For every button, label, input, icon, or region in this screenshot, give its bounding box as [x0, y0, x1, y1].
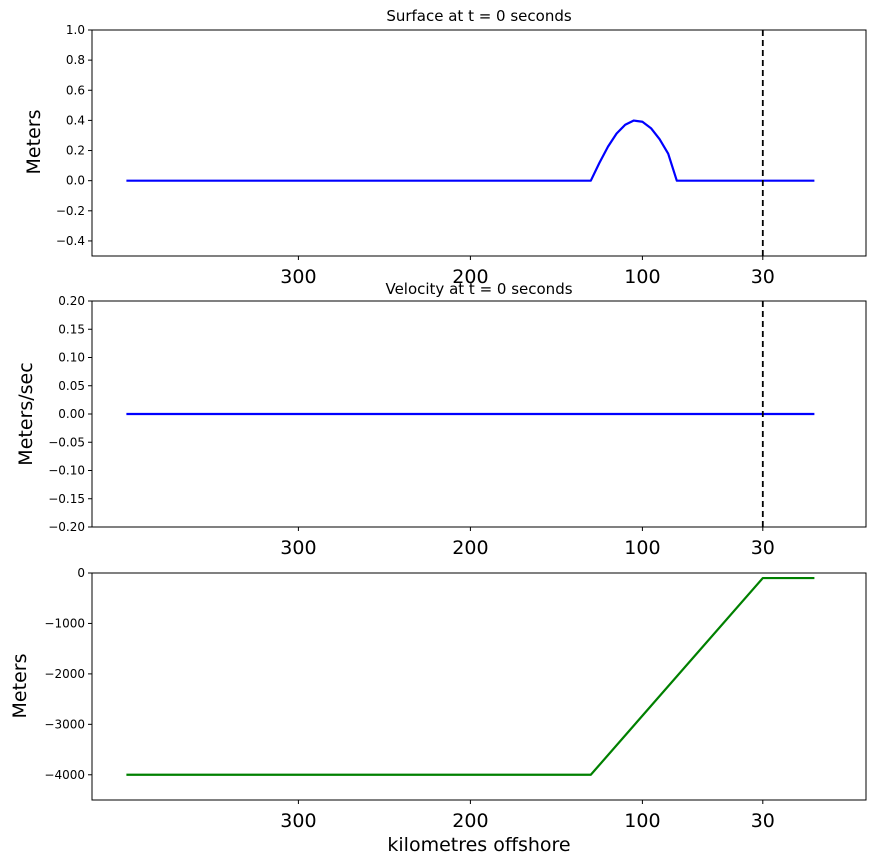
surface-ytick-label: 0.4 — [66, 113, 85, 127]
velocity-ytick-label: 0.10 — [58, 351, 85, 365]
velocity-ytick-label: −0.20 — [48, 520, 85, 534]
bathymetry-xtick-label: 100 — [624, 810, 660, 832]
velocity-xtick-label: 300 — [280, 537, 316, 559]
surface-ytick-label: 0.0 — [66, 174, 85, 188]
velocity-xtick-label: 200 — [452, 537, 488, 559]
bathymetry-xtick-label: 300 — [280, 810, 316, 832]
bathymetry-ylabel: Meters — [9, 654, 31, 719]
velocity-ytick-label: 0.00 — [58, 407, 85, 421]
surface-ytick-label: 1.0 — [66, 23, 85, 37]
surface-ytick-label: 0.2 — [66, 144, 85, 158]
surface-panel: Surface at t = 0 seconds Meters −0.4 −0.2… — [23, 7, 867, 288]
bathymetry-ytick-label: 0 — [77, 566, 85, 580]
bathymetry-ytick-label: −4000 — [44, 768, 85, 782]
bathymetry-xtick-label: 30 — [751, 810, 775, 832]
surface-ylabel: Meters — [23, 110, 45, 175]
bathymetry-panel: Meters kilometres offshore −4000 −3000 −20… — [9, 566, 867, 856]
bathymetry-ytick-label: −1000 — [44, 616, 85, 630]
surface-ytick-label: 0.8 — [66, 53, 85, 67]
surface-ytick-label: 0.6 — [66, 83, 85, 97]
bathymetry-series-line-0 — [126, 576, 815, 776]
velocity-ytick-label: 0.20 — [58, 294, 85, 308]
velocity-ytick-label: −0.10 — [48, 464, 85, 478]
surface-series-line-0 — [126, 119, 815, 182]
velocity-xtick-label: 30 — [751, 537, 775, 559]
velocity-ytick-label: 0.15 — [58, 322, 85, 336]
surface-axes-frame — [91, 29, 867, 257]
bathymetry-ytick-label: −2000 — [44, 667, 85, 681]
bathymetry-axes-frame — [91, 572, 867, 801]
surface-ytick-label: −0.2 — [56, 204, 85, 218]
bathymetry-ytick-label: −3000 — [44, 717, 85, 731]
surface-xtick-label: 100 — [624, 266, 660, 288]
surface-ytick-label: −0.4 — [56, 234, 85, 248]
bathymetry-xlabel: kilometres offshore — [387, 834, 570, 856]
velocity-ylabel: Meters/sec — [15, 362, 37, 465]
velocity-title: Velocity at t = 0 seconds — [385, 280, 572, 298]
velocity-ytick-label: 0.05 — [58, 379, 85, 393]
surface-title: Surface at t = 0 seconds — [386, 7, 572, 25]
surface-xtick-label: 300 — [280, 266, 316, 288]
surface-xtick-label: 30 — [751, 266, 775, 288]
velocity-panel: Velocity at t = 0 seconds Meters/sec −0.… — [15, 280, 867, 559]
velocity-xtick-label: 100 — [624, 537, 660, 559]
velocity-ytick-label: −0.15 — [48, 492, 85, 506]
velocity-ytick-label: −0.05 — [48, 435, 85, 449]
bathymetry-xtick-label: 200 — [452, 810, 488, 832]
surface-xtick-label: 200 — [452, 266, 488, 288]
